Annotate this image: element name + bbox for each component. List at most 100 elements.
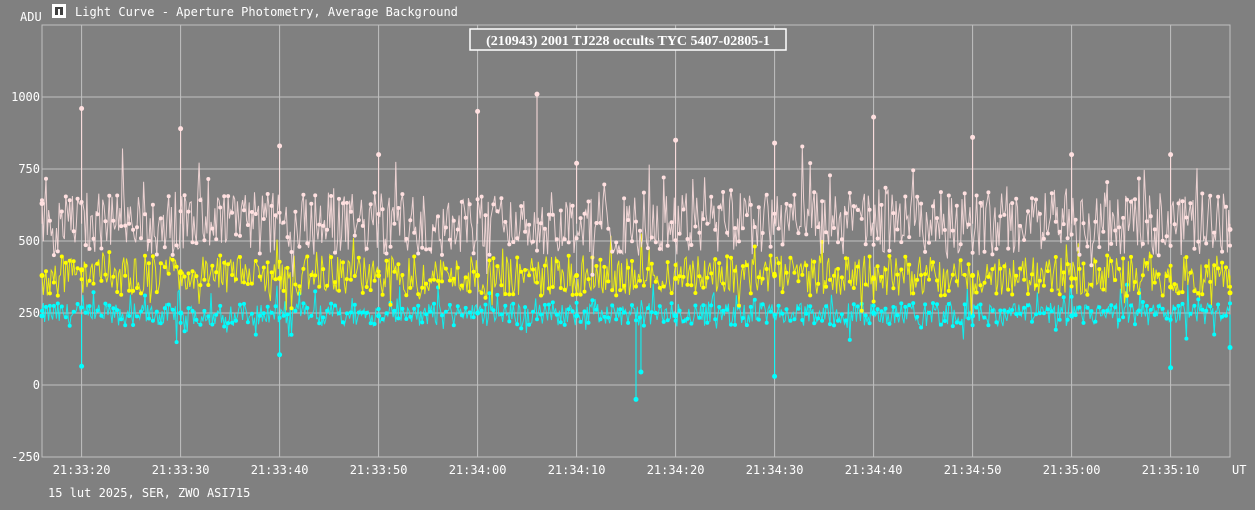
- series-0-sample: [242, 208, 246, 213]
- app-window-icon[interactable]: [52, 4, 66, 18]
- series-2-point: [574, 313, 580, 319]
- series-2-sample: [51, 303, 56, 308]
- series-0-sample: [499, 196, 504, 201]
- series-2-sample: [380, 317, 385, 322]
- series-2-sample: [733, 322, 737, 327]
- series-0-sample: [804, 232, 809, 237]
- series-1-sample: [1136, 291, 1141, 296]
- series-1-sample: [507, 292, 512, 297]
- series-1-sample: [610, 288, 615, 293]
- series-1-sample: [788, 255, 793, 260]
- series-0-sample: [990, 252, 995, 257]
- series-2-sample: [479, 308, 484, 313]
- series-2-sample: [800, 318, 805, 322]
- series-1-sample: [325, 283, 330, 288]
- series-2-sample: [725, 307, 730, 312]
- series-2-sample: [729, 322, 733, 327]
- series-1-sample: [693, 291, 698, 295]
- series-2-sample: [954, 320, 959, 325]
- series-0-sample: [127, 221, 132, 226]
- series-0-sample: [519, 204, 524, 209]
- series-2-sample: [416, 303, 421, 308]
- series-1-sample: [796, 279, 801, 284]
- series-0-sample: [321, 223, 326, 228]
- series-1-sample: [760, 276, 765, 281]
- series-2-sample: [832, 323, 836, 328]
- series-1-sample: [1105, 253, 1110, 258]
- series-0-sample: [689, 243, 694, 247]
- chart-title-box: (210943) 2001 TJ228 occults TYC 5407-028…: [469, 28, 787, 51]
- series-0-sample: [523, 229, 528, 234]
- series-1-noise-line: [41, 233, 1231, 315]
- series-0-sample: [740, 226, 745, 231]
- series-2-sample: [174, 340, 179, 345]
- series-2-sample: [879, 309, 884, 314]
- series-1-sample: [550, 285, 555, 289]
- series-2-sample: [1121, 315, 1126, 320]
- series-1-sample: [1010, 292, 1015, 297]
- series-2-sample: [230, 320, 235, 325]
- series-1-sample: [1133, 280, 1137, 284]
- series-2-sample: [717, 305, 722, 309]
- series-0-sample: [1073, 217, 1078, 222]
- series-1-sample: [808, 293, 813, 298]
- series-0-sample: [487, 252, 492, 257]
- series-0-sample: [962, 191, 967, 196]
- series-1-sample: [756, 275, 761, 280]
- series-1-sample: [348, 277, 353, 282]
- series-1-sample: [863, 282, 868, 287]
- series-1-sample: [218, 253, 223, 258]
- series-2-sample: [79, 305, 84, 310]
- series-1-sample: [871, 299, 876, 304]
- series-1-sample: [344, 277, 349, 282]
- series-2-sample: [360, 310, 365, 315]
- series-2-sample: [135, 314, 139, 319]
- series-2-sample: [839, 312, 844, 317]
- series-2-sample: [463, 305, 468, 310]
- series-1-sample: [1172, 282, 1177, 287]
- series-2-sample: [1133, 322, 1137, 327]
- series-2-sample: [447, 302, 452, 307]
- series-2-sample: [1002, 308, 1007, 313]
- series-1-sample: [451, 276, 456, 281]
- series-1-sample: [776, 261, 781, 266]
- series-2-sample: [1034, 312, 1038, 317]
- series-2-sample: [539, 312, 543, 317]
- series-2-sample: [962, 302, 967, 307]
- series-1-sample: [812, 259, 817, 264]
- series-2-sample: [550, 300, 555, 305]
- series-1-point: [1168, 284, 1174, 290]
- series-0-sample: [162, 245, 167, 250]
- series-1-sample: [709, 271, 714, 276]
- series-1-sample: [1180, 290, 1185, 295]
- x-tick-label: 21:33:30: [152, 463, 210, 477]
- series-2-sample: [253, 332, 258, 337]
- series-0-sample: [919, 201, 924, 206]
- series-2-sample: [1140, 300, 1145, 304]
- series-2-sample: [1053, 327, 1058, 332]
- series-0-sample: [998, 214, 1003, 219]
- series-0-sample: [570, 203, 575, 208]
- series-2-sample: [721, 308, 726, 313]
- series-1-sample: [891, 286, 896, 291]
- series-2-sample: [119, 317, 124, 322]
- series-0-sample: [673, 238, 678, 243]
- series-2-sample: [131, 323, 136, 327]
- series-0-sample: [622, 196, 627, 201]
- series-1-sample: [380, 292, 385, 297]
- series-1-sample: [634, 284, 638, 289]
- series-0-point: [39, 201, 45, 207]
- series-0-sample: [974, 193, 979, 198]
- series-2-sample: [598, 317, 603, 322]
- x-tick-label: 21:33:20: [53, 463, 111, 477]
- series-1-sample: [645, 266, 650, 271]
- series-0-sample: [182, 193, 187, 198]
- series-0-sample: [388, 244, 393, 249]
- series-2-sample: [1101, 309, 1106, 314]
- series-2-sample: [744, 323, 749, 328]
- y-tick-label: 0: [33, 378, 40, 392]
- series-0-sample: [562, 237, 567, 242]
- series-0-sample: [1129, 199, 1133, 204]
- series-1-sample: [352, 274, 357, 278]
- series-1-sample: [127, 288, 132, 293]
